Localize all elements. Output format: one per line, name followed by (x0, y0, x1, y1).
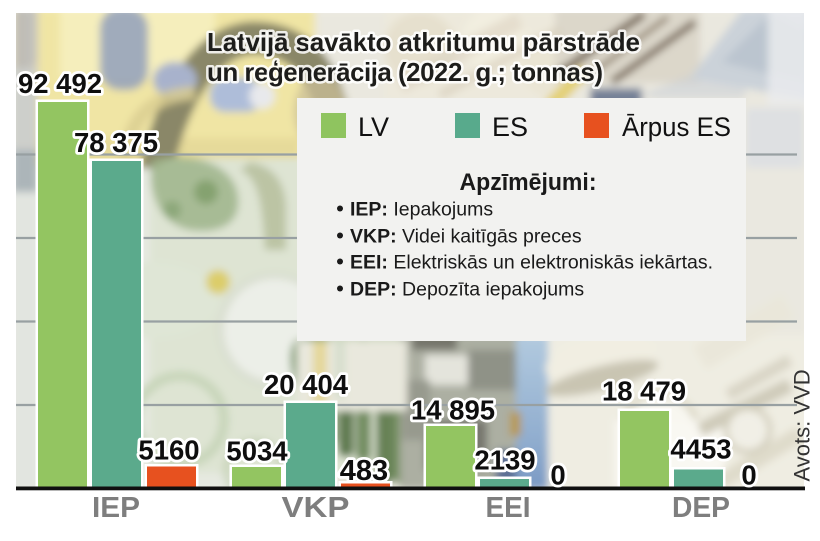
svg-text:20 404: 20 404 (264, 369, 349, 400)
svg-text:4453: 4453 (670, 434, 731, 465)
svg-text:483: 483 (340, 455, 388, 487)
svg-text:0: 0 (741, 460, 756, 491)
svg-text:Ārpus ES: Ārpus ES (622, 112, 731, 142)
svg-text:EEI: EEI (486, 492, 531, 524)
svg-text:un reģenerācija (2022. g.; ton: un reģenerācija (2022. g.; tonnas) (207, 57, 603, 87)
svg-text:DEP: Depozīta iepakojums: DEP: Depozīta iepakojums (350, 279, 584, 301)
svg-text:IEP: IEP (92, 492, 140, 524)
svg-text:5034: 5034 (226, 436, 288, 467)
svg-text:DEP: DEP (672, 492, 730, 524)
svg-text:EEI: Elektriskās un elektronis: EEI: Elektriskās un elektroniskās iekārt… (350, 252, 713, 274)
svg-text:18 479: 18 479 (602, 376, 686, 407)
svg-text:ES: ES (492, 112, 528, 142)
svg-text:14 895: 14 895 (411, 395, 495, 426)
svg-text:92 492: 92 492 (18, 68, 102, 99)
svg-text:5160: 5160 (138, 435, 199, 466)
svg-text:Apzīmējumi:: Apzīmējumi: (460, 169, 597, 196)
svg-text:2139: 2139 (474, 445, 535, 476)
svg-text:0: 0 (550, 460, 565, 491)
svg-text:VKP: VKP (282, 492, 350, 524)
svg-text:LV: LV (358, 112, 389, 142)
svg-text:VKP: Videi kaitīgās preces: VKP: Videi kaitīgās preces (350, 226, 582, 248)
svg-text:Avots: VVD: Avots: VVD (790, 369, 815, 481)
svg-text:78 375: 78 375 (74, 127, 158, 158)
svg-text:IEP: Iepakojums: IEP: Iepakojums (350, 199, 493, 221)
svg-text:Latvijā savākto atkritumu pārs: Latvijā savākto atkritumu pārstrāde (207, 27, 640, 57)
